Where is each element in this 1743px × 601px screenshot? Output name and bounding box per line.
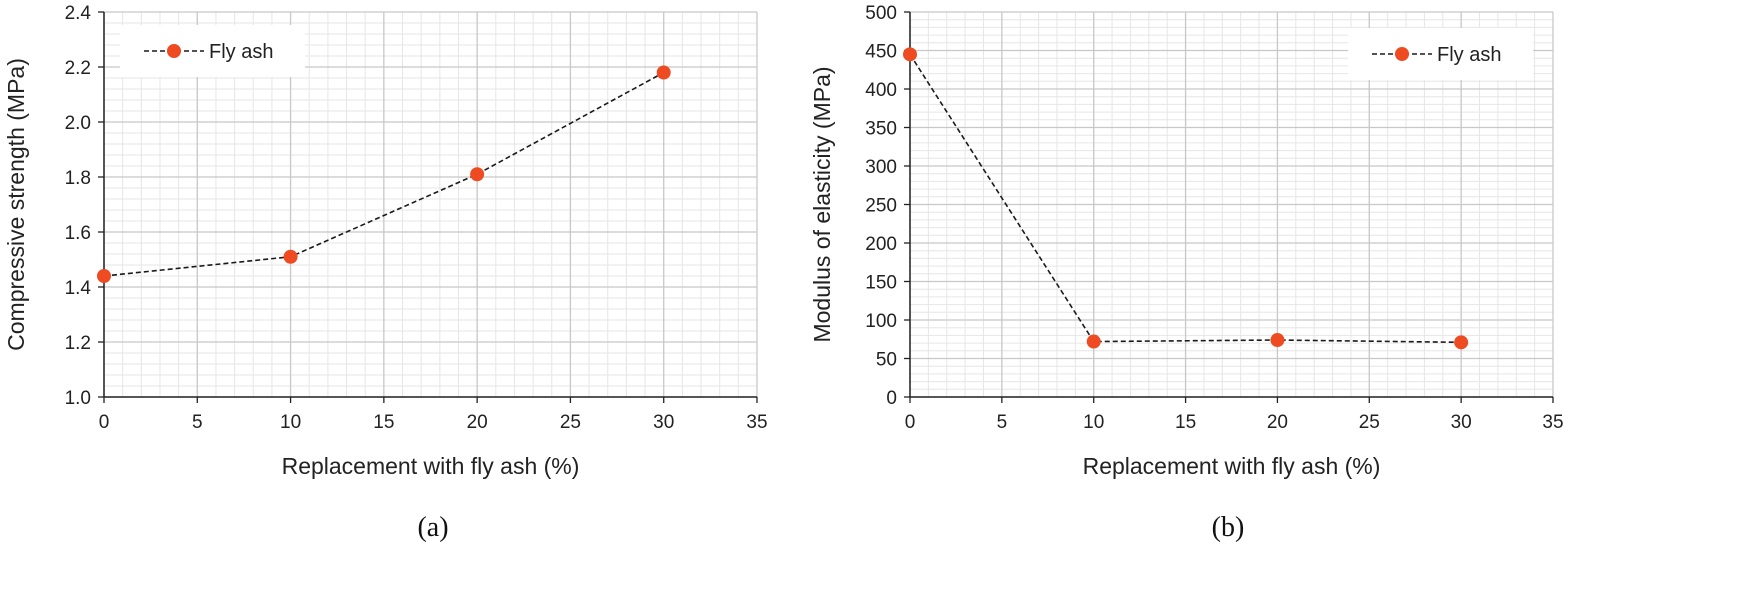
- chart-a: 0 5 10 15 20 25 30 35 1.0 1.2 1.4 1.6 1.8 2.0 2.2 2.4 Re…: [3, 3, 768, 543]
- x-tick-label: 20: [467, 412, 488, 433]
- x-tick-label: 5: [997, 412, 1008, 433]
- x-tick-label: 30: [1451, 412, 1472, 433]
- y-tick-label: 350: [865, 119, 897, 140]
- legend-box: [120, 25, 305, 77]
- legend: Fly ash: [1348, 28, 1533, 80]
- x-tick-label: 20: [1267, 412, 1288, 433]
- y-tick-label: 300: [865, 157, 897, 178]
- x-tick-label: 30: [653, 412, 674, 433]
- y-tick-label: 400: [865, 80, 897, 101]
- y-tick-label: 1.4: [65, 278, 92, 299]
- x-tick-label: 35: [1542, 412, 1563, 433]
- legend-label: Fly ash: [209, 41, 273, 63]
- data-point-fly-ash: [1270, 333, 1285, 348]
- legend-box: [1348, 28, 1533, 80]
- x-tick-label: 0: [905, 412, 916, 433]
- data-point-fly-ash: [903, 47, 917, 62]
- x-tick-label: 10: [1083, 412, 1104, 433]
- y-tick-label: 500: [865, 3, 897, 24]
- y-tick-label: 1.2: [65, 333, 91, 354]
- series-line-fly-ash: [909, 53, 1462, 344]
- chart-b: 0 5 10 15 20 25 30 3505010015020025030035040045…: [809, 3, 1564, 543]
- y-tick-label: 200: [865, 234, 897, 255]
- legend: Fly ash: [120, 25, 305, 77]
- data-point-fly-ash: [283, 249, 298, 264]
- x-tick-label: 25: [560, 412, 581, 433]
- legend-marker: [1395, 47, 1409, 61]
- y-tick-label: 250: [865, 196, 897, 217]
- x-tick-label: 10: [280, 412, 301, 433]
- y-tick-label: 1.6: [65, 223, 91, 244]
- data-point-fly-ash: [97, 269, 111, 283]
- x-tick-label: 15: [1175, 412, 1196, 433]
- y-tick-label: 0: [886, 388, 897, 409]
- y-axis-title: Modulus of elasticity (MPa): [809, 66, 835, 342]
- panel-caption: (a): [417, 512, 448, 543]
- y-tick-label: 2.0: [65, 113, 91, 134]
- panel-caption: (b): [1212, 512, 1245, 543]
- x-axis-title: Replacement with fly ash (%): [1083, 453, 1381, 479]
- y-tick-label: 150: [865, 273, 897, 294]
- y-tick-label: 1.0: [65, 388, 91, 409]
- y-tick-label: 1.8: [65, 168, 91, 189]
- y-tick-label: 2.2: [65, 58, 91, 79]
- data-point-fly-ash: [1086, 334, 1101, 349]
- x-tick-label: 5: [192, 412, 203, 433]
- legend-label: Fly ash: [1437, 44, 1501, 66]
- data-point-fly-ash: [656, 65, 671, 80]
- y-tick-label: 2.4: [65, 3, 92, 24]
- legend-marker: [167, 44, 181, 58]
- series-line-fly-ash: [103, 71, 665, 277]
- y-tick-label: 50: [876, 350, 897, 371]
- y-axis-title: Compressive strength (MPa): [3, 58, 29, 351]
- x-tick-label: 25: [1359, 412, 1380, 433]
- data-point-fly-ash: [1454, 335, 1469, 350]
- x-tick-label: 35: [746, 412, 767, 433]
- x-tick-label: 15: [373, 412, 394, 433]
- y-tick-label: 100: [865, 311, 897, 332]
- data-point-fly-ash: [470, 167, 485, 182]
- x-axis-title: Replacement with fly ash (%): [282, 453, 580, 479]
- x-tick-label: 0: [99, 412, 110, 433]
- y-tick-label: 450: [865, 42, 897, 63]
